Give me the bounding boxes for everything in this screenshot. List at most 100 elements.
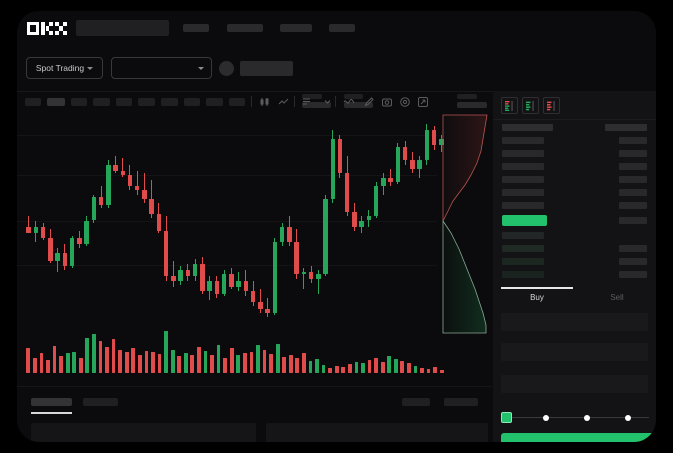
orderbook-ask-row[interactable] [502, 137, 544, 144]
interval-button-7[interactable] [161, 98, 178, 106]
candle [243, 113, 249, 328]
volume-bar [151, 351, 155, 373]
interval-button-9[interactable] [206, 98, 223, 106]
pair-name-placeholder [240, 61, 293, 76]
orderbook-mode-bids[interactable] [522, 97, 539, 114]
volume-series [25, 331, 445, 373]
candle [381, 113, 386, 328]
interval-button-3[interactable] [71, 98, 87, 106]
candle [279, 113, 285, 328]
fullscreen-icon[interactable] [416, 95, 429, 108]
candle [48, 113, 53, 328]
volume-bar [374, 358, 378, 373]
chevron-down-icon [87, 66, 94, 70]
amount-percent-slider[interactable] [501, 412, 649, 423]
slider-marker-50[interactable] [584, 414, 590, 421]
candle [236, 113, 241, 328]
volume-bar [367, 360, 372, 373]
orderbook-bid-row[interactable] [502, 271, 544, 278]
order-book-depth-chart [441, 113, 492, 335]
top-navigation-bar [17, 11, 656, 45]
order-total-field[interactable] [501, 375, 648, 393]
order-amount-field[interactable] [501, 343, 648, 361]
volume-bar [426, 369, 431, 373]
orderbook-ask-row[interactable] [502, 176, 544, 183]
volume-bar [328, 368, 333, 373]
nav-item-2[interactable] [227, 24, 263, 32]
orderbook-ask-row[interactable] [502, 202, 544, 209]
interval-button-8[interactable] [184, 98, 200, 106]
stat-label [457, 94, 477, 99]
interval-button-6[interactable] [138, 98, 155, 106]
orders-action-1[interactable] [402, 398, 430, 406]
okx-logo[interactable] [27, 22, 67, 35]
orderbook-mode-asks[interactable] [543, 97, 560, 114]
candle [424, 113, 430, 328]
slider-marker-25[interactable] [543, 414, 549, 421]
candle [373, 113, 379, 328]
candle [388, 113, 393, 328]
candle [149, 113, 154, 328]
slider-marker-75[interactable] [625, 414, 631, 421]
stat-label [302, 94, 322, 99]
orderbook-mode-both[interactable] [501, 97, 518, 114]
candle [142, 113, 147, 328]
volume-bar [85, 337, 90, 373]
indicators-icon[interactable] [300, 95, 313, 108]
search-input[interactable] [76, 20, 169, 36]
orderbook-bid-row[interactable] [502, 232, 544, 239]
orderbook-ask-row[interactable] [502, 163, 544, 170]
orderbook-ask-size [619, 163, 647, 170]
price-chart-pane[interactable] [17, 113, 492, 386]
orderbook-ask-row[interactable] [502, 189, 544, 196]
candle [40, 113, 46, 328]
orderbook-bid-row[interactable] [502, 258, 544, 265]
candle [294, 113, 299, 328]
volume-bar [65, 353, 70, 373]
pair-dropdown[interactable] [111, 57, 212, 79]
chart-gridline [17, 221, 437, 222]
volume-bar [321, 365, 326, 373]
settings-icon[interactable] [398, 95, 411, 108]
chevron-down-icon[interactable] [321, 95, 334, 108]
line-chart-icon[interactable] [277, 95, 290, 108]
candle [272, 113, 278, 328]
slider-handle[interactable] [501, 412, 512, 423]
candle [84, 113, 89, 328]
candle [431, 113, 437, 328]
toolbar-divider [335, 96, 336, 107]
interval-button-4[interactable] [93, 98, 110, 106]
pencil-icon[interactable] [362, 95, 375, 108]
interval-button-2[interactable] [47, 98, 65, 106]
orders-tab-2[interactable] [83, 398, 118, 406]
volume-bar [315, 359, 319, 373]
volume-bar [203, 350, 208, 373]
candle [410, 113, 415, 328]
interval-button-1[interactable] [25, 98, 41, 106]
nav-item-1[interactable] [183, 24, 209, 32]
candle [200, 113, 205, 328]
camera-icon[interactable] [380, 95, 393, 108]
tab-buy[interactable]: Buy [530, 293, 544, 302]
orders-action-2[interactable] [444, 398, 478, 406]
interval-button-10[interactable] [229, 98, 245, 106]
volume-bar [380, 362, 385, 373]
orderbook-ask-size [619, 217, 647, 224]
tab-sell[interactable]: Sell [610, 293, 624, 302]
orderbook-bid-row[interactable] [502, 245, 544, 252]
interval-button-5[interactable] [116, 98, 132, 106]
order-price-field[interactable] [501, 313, 648, 331]
candle [171, 113, 176, 328]
candle [178, 113, 183, 328]
candlestick-icon[interactable] [258, 95, 271, 108]
spot-trading-selector[interactable]: Spot Trading [26, 57, 103, 79]
volume-bar [295, 358, 300, 373]
orderbook-ask-row[interactable] [502, 150, 544, 157]
nav-item-4[interactable] [329, 24, 355, 32]
submit-order-button[interactable] [501, 433, 656, 442]
wave-icon[interactable] [342, 95, 355, 108]
volume-bar [361, 363, 365, 373]
volume-bar [256, 344, 260, 373]
nav-item-3[interactable] [280, 24, 312, 32]
orders-tab-1[interactable] [31, 398, 72, 406]
